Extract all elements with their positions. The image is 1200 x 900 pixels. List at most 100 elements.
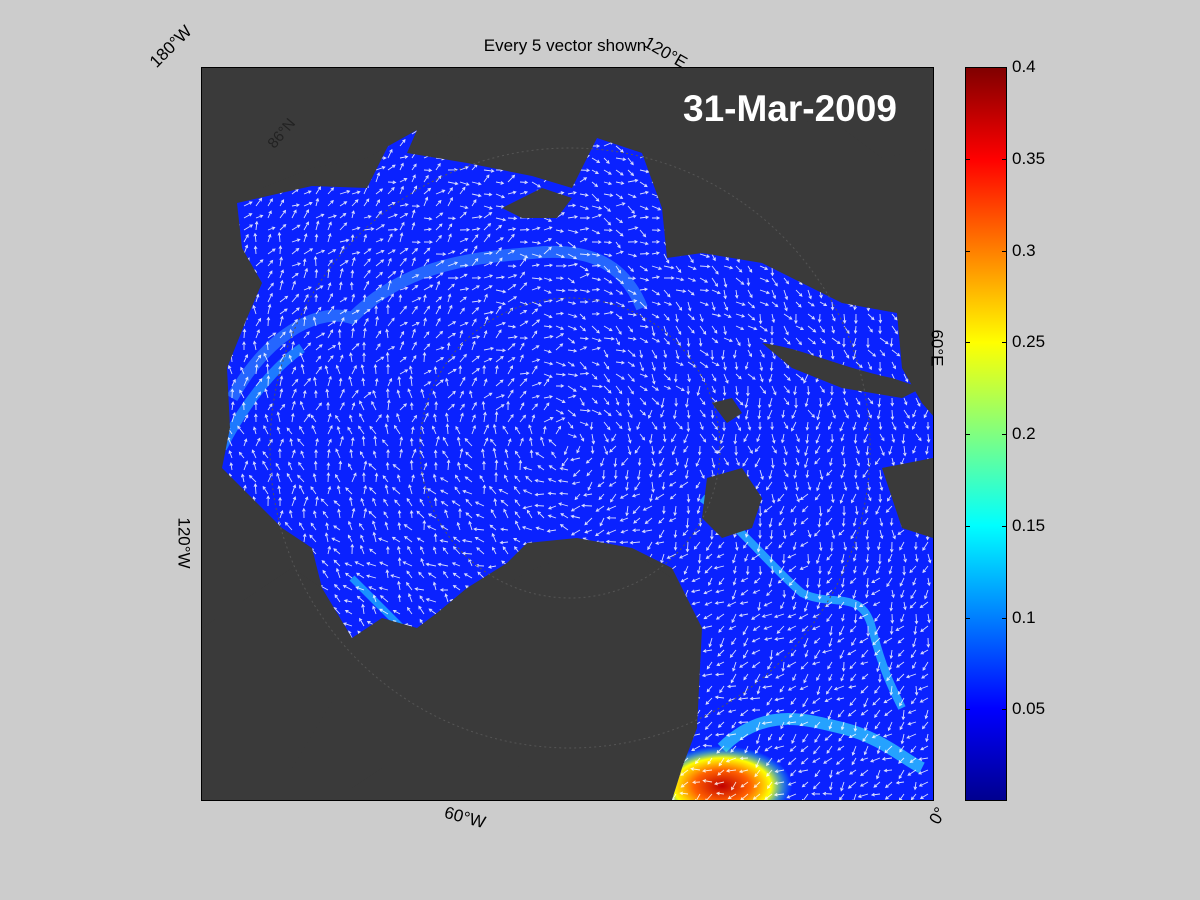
drift-vector-arrow: [766, 589, 773, 597]
drift-vector-arrow: [531, 263, 540, 267]
drift-vector-arrow: [360, 534, 365, 543]
drift-vector-arrow: [733, 433, 738, 445]
drift-vector-arrow: [298, 522, 305, 531]
drift-vector-arrow: [567, 288, 579, 293]
drift-vector-arrow: [543, 289, 552, 294]
drift-vector-arrow: [838, 529, 845, 536]
drift-vector-arrow: [797, 769, 809, 774]
drift-vector-arrow: [686, 337, 691, 348]
drift-vector-arrow: [864, 721, 869, 732]
drift-vector-arrow: [444, 509, 449, 519]
drift-vector-arrow: [456, 436, 461, 447]
drift-vector-arrow: [563, 445, 569, 456]
drift-vector-arrow: [711, 313, 722, 318]
drift-vector-arrow: [495, 275, 506, 280]
drift-vector-arrow: [680, 769, 689, 776]
drift-vector-arrow: [557, 479, 569, 483]
drift-vector-arrow: [874, 457, 881, 466]
drift-vector-arrow: [756, 685, 761, 695]
drift-vector-arrow: [767, 661, 773, 670]
drift-vector-arrow: [358, 522, 365, 531]
drift-vector-arrow: [507, 438, 512, 447]
drift-vector-arrow: [878, 325, 882, 335]
drift-vector-arrow: [291, 318, 298, 327]
drift-vector-arrow: [406, 570, 413, 579]
drift-vector-arrow: [315, 344, 323, 351]
drift-vector-arrow: [276, 426, 281, 435]
drift-vector-arrow: [442, 547, 449, 555]
drift-vector-arrow: [507, 250, 516, 255]
drift-vector-arrow: [666, 553, 677, 559]
drift-vector-arrow: [495, 289, 507, 294]
drift-vector-arrow: [912, 409, 917, 418]
drift-vector-arrow: [535, 452, 545, 459]
drift-vector-arrow: [867, 361, 872, 371]
drift-vector-arrow: [483, 261, 494, 267]
drift-vector-arrow: [812, 697, 821, 704]
drift-vector-arrow: [871, 577, 881, 583]
drift-vector-arrow: [680, 577, 689, 583]
drift-vector-arrow: [771, 457, 775, 469]
drift-vector-arrow: [647, 541, 653, 551]
drift-vector-arrow: [570, 505, 581, 512]
drift-vector-arrow: [592, 144, 601, 148]
drift-vector-arrow: [692, 780, 701, 785]
drift-vector-arrow: [711, 361, 720, 366]
drift-vector-arrow: [818, 541, 823, 552]
drift-vector-arrow: [835, 757, 845, 765]
drift-vector-arrow: [327, 199, 334, 207]
drift-vector-arrow: [579, 408, 591, 413]
drift-vector-arrow: [866, 541, 871, 551]
drift-vector-arrow: [743, 685, 749, 696]
drift-vector-arrow: [673, 505, 677, 517]
drift-vector-arrow: [615, 289, 624, 295]
drift-vector-arrow: [815, 421, 821, 431]
drift-vector-arrow: [507, 264, 517, 268]
drift-vector-arrow: [910, 697, 917, 705]
drift-vector-arrow: [663, 337, 671, 345]
drift-vector-arrow: [840, 445, 845, 456]
drift-vector-arrow: [812, 757, 821, 763]
drift-vector-arrow: [927, 613, 931, 624]
drift-vector-arrow: [686, 409, 691, 419]
drift-vector-arrow: [543, 246, 552, 255]
drift-vector-arrow: [615, 373, 625, 380]
drift-vector-arrow: [495, 301, 507, 306]
drift-vector-arrow: [387, 249, 396, 255]
drift-vector-arrow: [853, 601, 858, 612]
drift-vector-arrow: [531, 403, 539, 411]
drift-vector-arrow: [735, 325, 745, 331]
drift-vector-arrow: [627, 299, 638, 303]
drift-vector-arrow: [674, 397, 678, 407]
drift-vector-arrow: [363, 317, 369, 327]
drift-vector-arrow: [291, 293, 300, 303]
drift-vector-arrow: [360, 497, 365, 507]
drift-vector-arrow: [433, 532, 438, 543]
drift-vector-arrow: [739, 733, 749, 741]
drift-vector-arrow: [651, 445, 655, 456]
drift-vector-arrow: [731, 781, 737, 791]
drift-vector-arrow: [852, 793, 857, 800]
drift-vector-arrow: [859, 601, 869, 607]
drift-vector-arrow: [534, 503, 545, 508]
drift-vector-arrow: [297, 438, 305, 447]
drift-vector-arrow: [711, 325, 718, 334]
drift-vector-arrow: [914, 541, 918, 551]
drift-vector-arrow: [267, 259, 274, 267]
drift-vector-arrow: [791, 409, 797, 419]
drift-vector-arrow: [717, 649, 725, 657]
drift-vector-arrow: [773, 613, 785, 619]
drift-vector-arrow: [849, 577, 857, 584]
drift-vector-arrow: [690, 589, 701, 594]
drift-vector-arrow: [627, 325, 634, 333]
drift-vector-arrow: [663, 253, 670, 264]
drift-vector-arrow: [408, 365, 413, 375]
drift-vector-arrow: [254, 401, 258, 411]
drift-vector-arrow: [758, 505, 763, 517]
colorbar-tick-label: 0.4: [1012, 57, 1036, 76]
drift-vector-arrow: [603, 445, 609, 456]
drift-vector-arrow: [399, 269, 404, 279]
drift-vector-arrow: [547, 478, 557, 483]
drift-vector-arrow: [343, 599, 353, 603]
drift-vector-arrow: [826, 745, 833, 754]
